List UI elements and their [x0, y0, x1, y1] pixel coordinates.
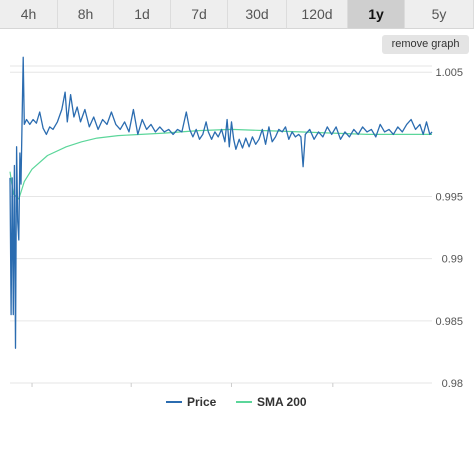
y-axis-ticks: 0.98 0.985 0.99 0.995 1.005: [435, 67, 463, 390]
legend: Price SMA 200: [0, 393, 474, 411]
timeframe-tabs: 4h 8h 1d 7d 30d 120d 1y 5y: [0, 0, 474, 30]
legend-label-sma: SMA 200: [257, 395, 307, 409]
tab-1d[interactable]: 1d: [114, 0, 171, 29]
price-swatch-icon: [166, 401, 182, 403]
series-lines: [9, 56, 433, 349]
sma-series-line: [9, 128, 432, 200]
y-tick-label: 0.98: [442, 378, 463, 390]
tab-120d[interactable]: 120d: [287, 0, 348, 29]
tab-5y[interactable]: 5y: [405, 0, 474, 29]
y-tick-label: 1.005: [435, 67, 463, 79]
tab-30d[interactable]: 30d: [228, 0, 287, 29]
x-tick-label: Jan '25: [14, 389, 49, 390]
tab-8h[interactable]: 8h: [58, 0, 114, 29]
tab-4h[interactable]: 4h: [0, 0, 58, 29]
legend-item-sma[interactable]: SMA 200: [236, 393, 307, 411]
x-tick-label: Apr '25: [114, 389, 149, 390]
sma-swatch-icon: [236, 401, 252, 403]
y-tick-label: 0.99: [442, 254, 463, 266]
tab-1y[interactable]: 1y: [348, 0, 405, 29]
y-tick-label: 0.995: [435, 192, 463, 204]
x-axis-ticks: Jan '25 Apr '25 Jul '25 Oct '25: [14, 383, 350, 390]
legend-item-price[interactable]: Price: [166, 393, 216, 411]
tab-7d[interactable]: 7d: [171, 0, 228, 29]
grid-lines: [10, 65, 432, 384]
remove-graph-button[interactable]: remove graph: [382, 35, 469, 54]
y-tick-label: 0.985: [435, 316, 463, 328]
legend-label-price: Price: [187, 395, 217, 409]
x-tick-label: Jul '25: [216, 389, 247, 390]
x-tick-label: Oct '25: [316, 389, 351, 390]
price-chart: 0.98 0.985 0.99 0.995 1.005 Jan '25 Apr '25 Ju…: [9, 56, 463, 390]
price-series-line: [9, 56, 433, 349]
